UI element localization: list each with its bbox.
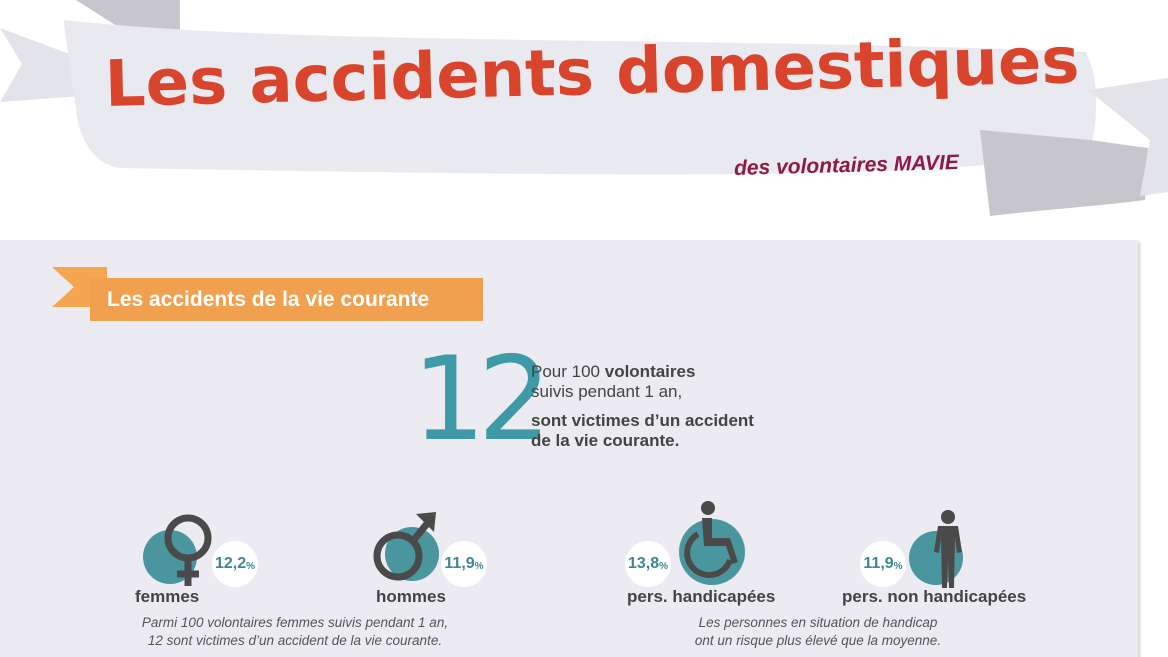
femmes-percentage: 12,2% [212,541,258,587]
non-handicapees-unit: % [893,560,903,572]
femmes-value: 12,2 [214,555,247,572]
handicap-note-line-1: Les personnes en situation de handicap [698,615,938,630]
headline-line-3: sont victimes d’un accident [531,411,754,430]
male-symbol-icon [373,512,439,581]
ribbon-band [64,20,1097,175]
person-standing-icon [909,510,963,588]
handicapees-unit: % [659,560,669,572]
headline-line-4: de la vie courante. [531,431,680,450]
gender-note: Parmi 100 volontaires femmes suivis pend… [120,614,470,650]
female-symbol-icon [143,514,212,586]
hommes-label: hommes [376,587,446,606]
gender-note-line-1: Parmi 100 volontaires femmes suivis pend… [141,615,449,630]
handicapees-value: 13,8 [627,555,660,572]
handicap-note-line-2: ont un risque plus élevé que la moyenne. [694,633,942,648]
hommes-percentage: 11,9% [441,541,487,587]
headline-line-1-prefix: Pour 100 [531,362,605,381]
handicap-note: Les personnes en situation de handicap o… [660,614,976,650]
wheelchair-icon [679,501,745,585]
gender-note-line-2: 12 sont victimes d’un accident de la vie… [147,633,443,648]
ribbon-left-tail [0,28,82,102]
hommes-unit: % [474,560,484,572]
handicapees-label: pers. handicapées [627,587,776,606]
headline-line-2: suivis pendant 1 an, [531,382,683,401]
section-title: Les accidents de la vie courante [90,278,483,321]
ribbon-right-tail [1088,78,1168,196]
headline-number: 12 [412,332,552,467]
non-handicapees-label: pers. non handicapées [842,587,1027,606]
hommes-value: 11,9 [444,555,475,572]
non-handicapees-value: 11,9 [863,555,894,572]
headline-description: Pour 100 volontaires suivis pendant 1 an… [531,362,754,451]
femmes-label: femmes [135,587,200,606]
headline-line-1-bold: volontaires [604,362,696,381]
handicapees-percentage: 13,8% [625,541,671,587]
non-handicapees-percentage: 11,9% [860,541,906,587]
headline-line-1: Pour 100 volontaires [531,362,754,382]
title-ribbon [0,0,1168,216]
femmes-unit: % [246,560,256,572]
ribbon-right-fold [980,130,1148,216]
